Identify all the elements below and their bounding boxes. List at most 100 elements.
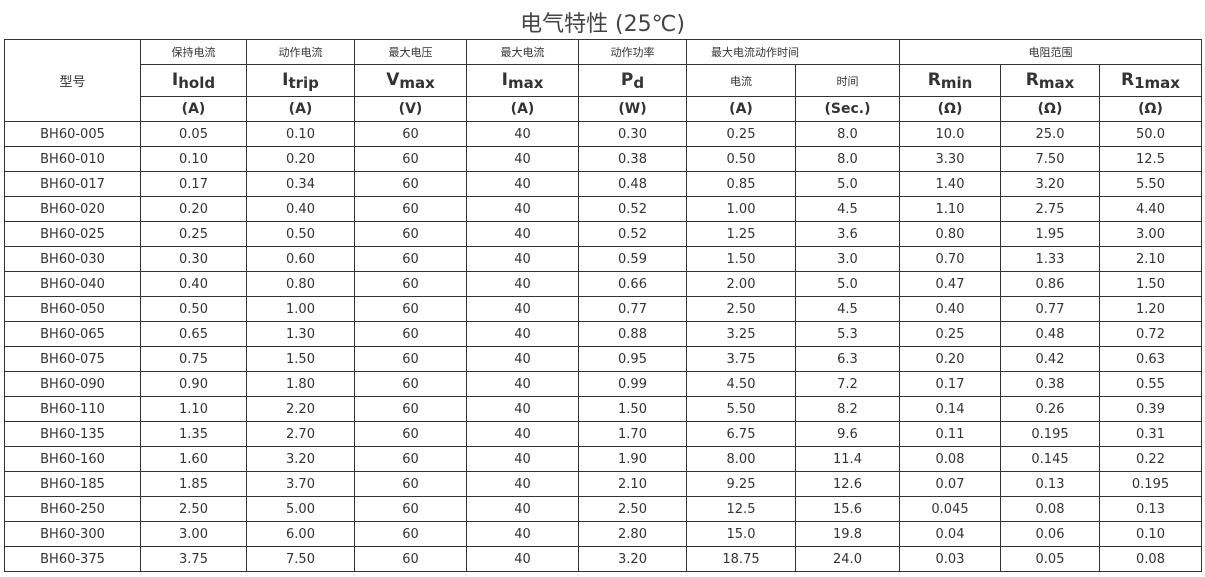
table-cell: 15.6 (795, 496, 900, 522)
table-cell: BH60-185 (4, 471, 141, 497)
table-cell: 2.50 (140, 496, 247, 522)
header-group: 最大电流 (466, 39, 579, 65)
table-cell: 0.03 (899, 546, 1001, 572)
table-cell: BH60-160 (4, 446, 141, 472)
table-cell: 5.3 (795, 321, 900, 347)
table-cell: 60 (354, 371, 467, 397)
table-cell: 7.50 (1000, 146, 1100, 172)
table-cell: BH60-375 (4, 546, 141, 572)
table-cell: 8.2 (795, 396, 900, 422)
table-cell: 2.50 (686, 296, 796, 322)
table-cell: 0.25 (899, 321, 1001, 347)
table-cell: 60 (354, 196, 467, 222)
table-cell: 0.99 (578, 371, 687, 397)
header-unit: (Sec.) (795, 96, 900, 122)
header-group: 电阻范围 (899, 39, 1202, 65)
table-cell: 0.30 (140, 246, 247, 272)
table-cell: 0.95 (578, 346, 687, 372)
table-cell: 0.72 (1099, 321, 1202, 347)
table-row: BH60-250 2.50 5.00 60 40 2.50 12.5 15.6 0.045 0.0… (4, 496, 1202, 522)
table-cell: 15.0 (686, 521, 796, 547)
table-cell: 11.4 (795, 446, 900, 472)
table-cell: 12.6 (795, 471, 900, 497)
table-cell: BH60-135 (4, 421, 141, 447)
table-row: BH60-020 0.20 0.40 60 40 0.52 1.00 4.5 1.10 2.75 4… (4, 196, 1202, 222)
table-cell: 60 (354, 471, 467, 497)
header-symbol: Ihold (140, 64, 247, 97)
table-cell: 0.47 (899, 271, 1001, 297)
table-cell: 60 (354, 396, 467, 422)
table-cell: 0.40 (140, 271, 247, 297)
table-cell: 0.17 (899, 371, 1001, 397)
table-row: BH60-025 0.25 0.50 60 40 0.52 1.25 3.6 0.80 1.95 3… (4, 221, 1202, 247)
table-cell: 0.195 (1000, 421, 1100, 447)
table-cell: 9.25 (686, 471, 796, 497)
table-cell: 0.65 (140, 321, 247, 347)
table-cell: 0.14 (899, 396, 1001, 422)
table-cell: 1.90 (578, 446, 687, 472)
table-cell: 0.48 (1000, 321, 1100, 347)
table-cell: 0.06 (1000, 521, 1100, 547)
table-cell: 40 (466, 271, 579, 297)
table-cell: 10.0 (899, 121, 1001, 147)
table-cell: 0.10 (140, 146, 247, 172)
table-cell: 1.25 (686, 221, 796, 247)
table-cell: 1.00 (686, 196, 796, 222)
header-unit: (Ω) (1099, 96, 1202, 122)
table-cell: 1.50 (578, 396, 687, 422)
table-cell: 40 (466, 246, 579, 272)
table-cell: 3.70 (246, 471, 355, 497)
table-cell: 3.30 (899, 146, 1001, 172)
table-cell: 0.85 (686, 171, 796, 197)
table-cell: BH60-020 (4, 196, 141, 222)
table-cell: 40 (466, 196, 579, 222)
header-symbol: Rmax (1000, 64, 1100, 97)
table-row: BH60-017 0.17 0.34 60 40 0.48 0.85 5.0 1.40 3.20 5… (4, 171, 1202, 197)
table-cell: 0.39 (1099, 396, 1202, 422)
table-row: BH60-005 0.05 0.10 60 40 0.30 0.25 8.0 10.0 25.0 5… (4, 121, 1202, 147)
table-cell: 60 (354, 271, 467, 297)
table-cell: 40 (466, 171, 579, 197)
table-cell: 1.10 (140, 396, 247, 422)
table-cell: 5.00 (246, 496, 355, 522)
table-cell: 4.5 (795, 296, 900, 322)
table-cell: 0.30 (578, 121, 687, 147)
table-cell: BH60-300 (4, 521, 141, 547)
table-cell: 40 (466, 446, 579, 472)
table-cell: 0.08 (1099, 546, 1202, 572)
table-cell: 40 (466, 421, 579, 447)
electrical-characteristics-table: 型号 保持电流 动作电流 最大电压 最大电流 动作功率 最大电流动作时间 电阻范… (4, 39, 1202, 572)
table-row: BH60-075 0.75 1.50 60 40 0.95 3.75 6.3 0.20 0.42 0… (4, 346, 1202, 372)
table-cell: 18.75 (686, 546, 796, 572)
table-cell: BH60-050 (4, 296, 141, 322)
table-cell: BH60-010 (4, 146, 141, 172)
table-cell: 0.80 (246, 271, 355, 297)
table-row: BH60-185 1.85 3.70 60 40 2.10 9.25 12.6 0.07 0.13… (4, 471, 1202, 497)
table-cell: 9.6 (795, 421, 900, 447)
table-cell: 60 (354, 321, 467, 347)
table-cell: 8.00 (686, 446, 796, 472)
table-cell: 6.75 (686, 421, 796, 447)
table-cell: BH60-075 (4, 346, 141, 372)
header-unit: (A) (140, 96, 247, 122)
table-cell: 1.50 (246, 346, 355, 372)
table-cell: 40 (466, 371, 579, 397)
table-cell: 0.26 (1000, 396, 1100, 422)
table-cell: 1.85 (140, 471, 247, 497)
table-cell: 1.95 (1000, 221, 1100, 247)
table-cell: BH60-065 (4, 321, 141, 347)
table-cell: 2.10 (1099, 246, 1202, 272)
table-cell: 0.05 (140, 121, 247, 147)
table-row: BH60-110 1.10 2.20 60 40 1.50 5.50 8.2 0.14 0.26 0… (4, 396, 1202, 422)
table-cell: 60 (354, 421, 467, 447)
table-cell: 3.20 (578, 546, 687, 572)
header-symbol: Imax (466, 64, 579, 97)
table-cell: 0.045 (899, 496, 1001, 522)
table-cell: 40 (466, 296, 579, 322)
table-cell: 0.25 (140, 221, 247, 247)
table-cell: 12.5 (1099, 146, 1202, 172)
table-cell: 3.00 (140, 521, 247, 547)
table-cell: 60 (354, 296, 467, 322)
header-group: 最大电压 (354, 39, 467, 65)
page-title: 电气特性 (25℃) (520, 12, 685, 37)
